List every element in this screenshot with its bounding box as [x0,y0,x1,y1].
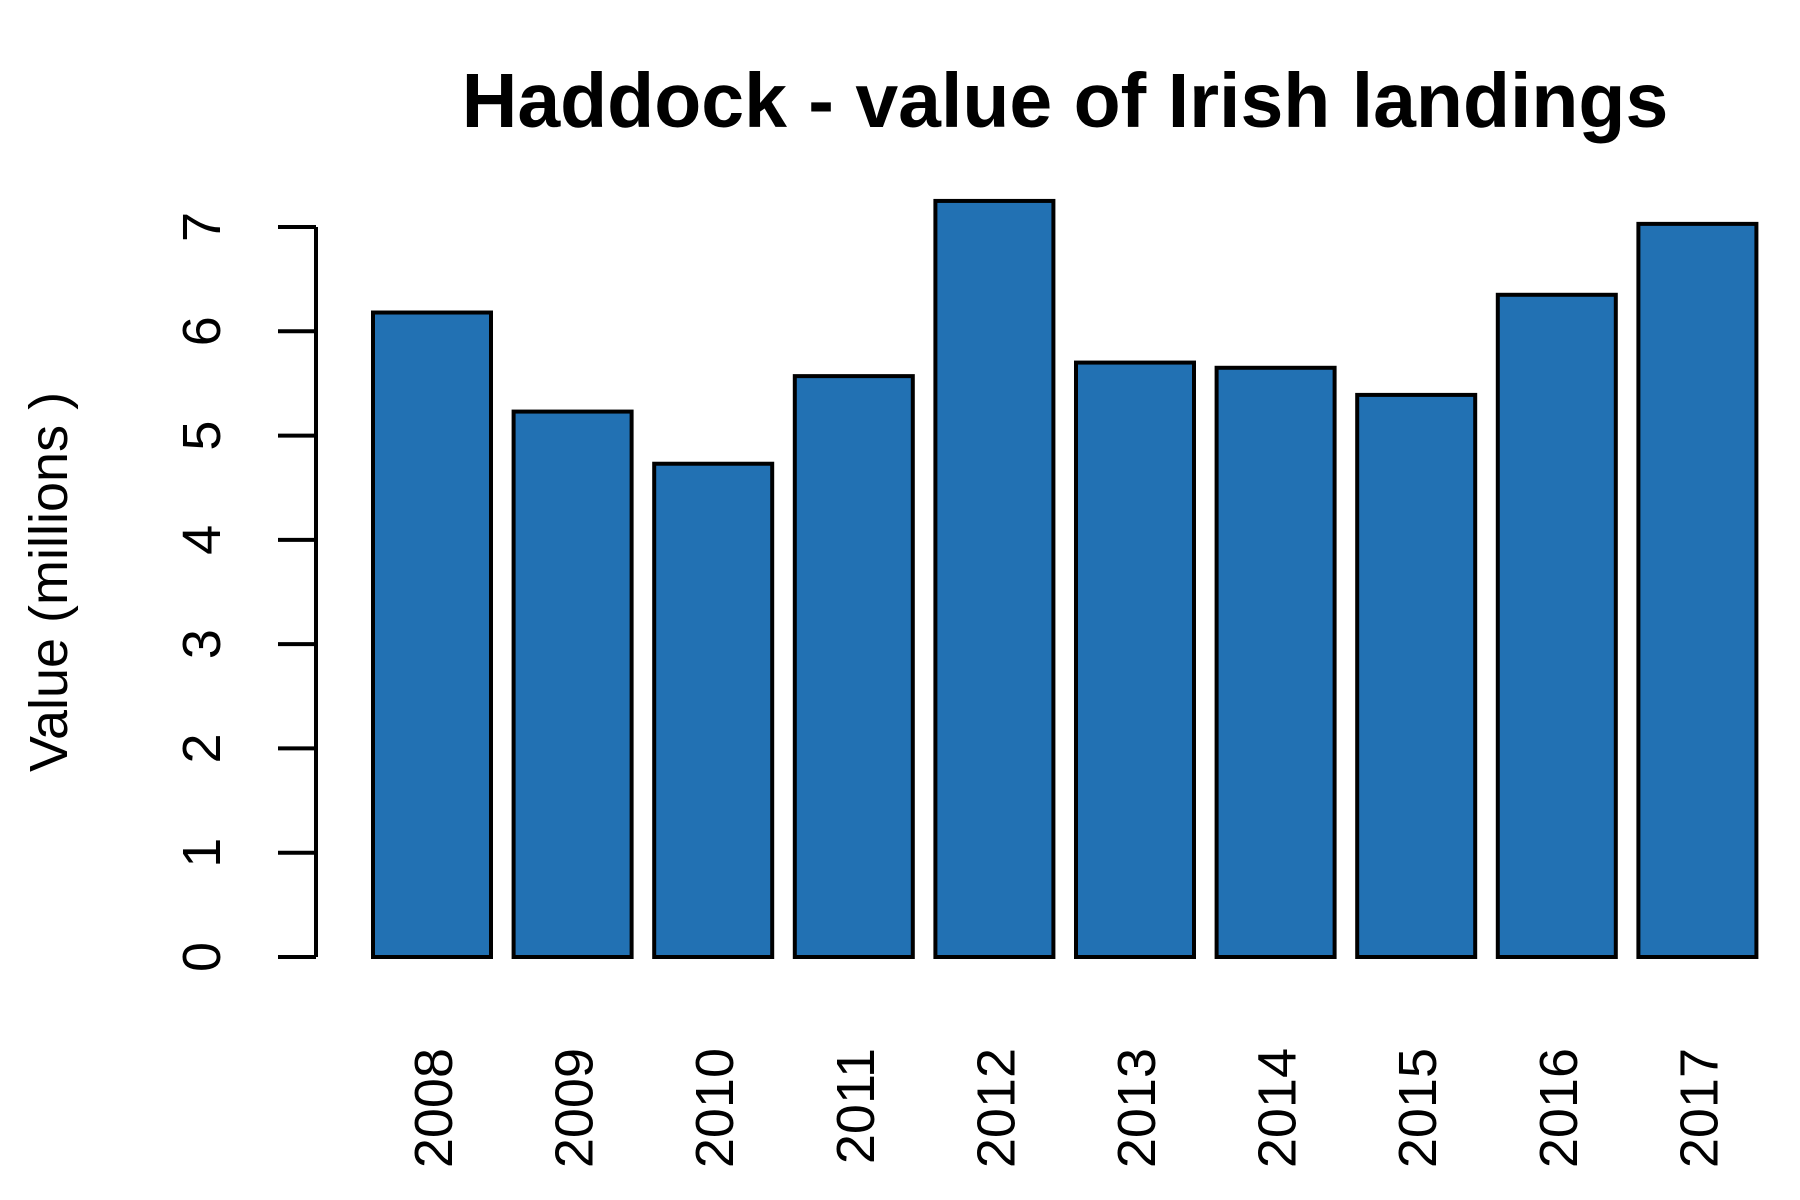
y-tick-label-5: 5 [172,421,232,451]
y-tick-label-2: 2 [172,733,232,763]
bar-2016 [1495,292,1618,959]
bars [371,198,1759,960]
y-tick-label-0: 0 [172,942,232,972]
bar-2015 [1355,392,1478,959]
y-tick-label-4: 4 [172,525,232,555]
y-axis-label: Value (millions ) [19,392,79,772]
x-tick-label-2013: 2013 [1107,1048,1167,1168]
x-axis-labels: 2008 2009 2010 2011 2012 2013 2014 2015 2016 2017 [404,1048,1729,1168]
x-tick-label-2017: 2017 [1669,1048,1729,1168]
chart-title: Haddock - value of Irish landings [462,58,1669,144]
bar-2010 [652,461,775,959]
y-tick-label-6: 6 [172,316,232,346]
y-axis: 0 1 2 3 4 5 6 7 [172,212,318,972]
y-tick-label-3: 3 [172,629,232,659]
x-tick-label-2016: 2016 [1529,1048,1589,1168]
x-tick-label-2008: 2008 [404,1048,464,1168]
bar-2012 [933,198,1056,959]
bar-2014 [1214,365,1337,959]
bar-2017 [1636,221,1759,960]
bar-2013 [1074,360,1196,960]
x-tick-label-2009: 2009 [545,1048,605,1168]
x-tick-label-2014: 2014 [1248,1048,1308,1168]
x-tick-label-2015: 2015 [1388,1048,1448,1168]
bar-2009 [511,409,634,960]
y-tick-label-7: 7 [172,212,232,242]
x-tick-label-2011: 2011 [826,1048,886,1164]
y-tick-label-1: 1 [172,838,232,868]
x-tick-label-2010: 2010 [685,1048,745,1168]
bar-2011 [792,374,915,959]
bar-2008 [371,310,493,959]
x-tick-label-2012: 2012 [966,1048,1026,1168]
